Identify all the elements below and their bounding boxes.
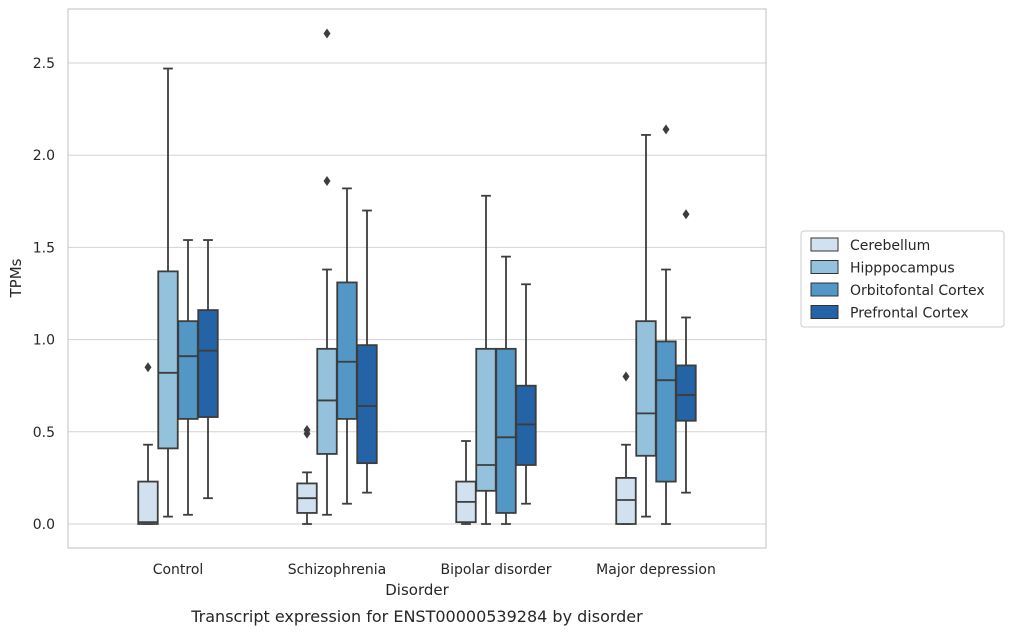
iqr-box [655, 340, 677, 483]
iqr-box [675, 364, 697, 422]
box-orbitofontal-cortex [336, 187, 358, 505]
outlier-point [682, 209, 690, 220]
y-tick-label: 2.0 [33, 148, 55, 164]
y-tick-label: 0.5 [33, 425, 55, 441]
x-axis-ticks: Control Schizophrenia Bipolar disorder Majo… [153, 562, 716, 578]
iqr-box [495, 347, 517, 514]
box-prefrontal-cortex [675, 209, 697, 494]
iqr-box [157, 270, 179, 450]
outlier-point [144, 362, 152, 373]
iqr-box [356, 344, 378, 465]
iqr-box [515, 384, 537, 466]
legend-label: Hipppocampus [850, 261, 955, 277]
plot-frame [67, 8, 767, 549]
box-cerebellum [296, 424, 318, 525]
box-prefrontal-cortex [515, 283, 537, 505]
outlier-point [323, 28, 331, 39]
box-cerebellum [615, 371, 637, 525]
legend-swatch [810, 260, 839, 274]
x-tick-label: Bipolar disorder [440, 562, 551, 578]
box-prefrontal-cortex [197, 239, 219, 500]
x-tick-label: Control [153, 562, 204, 578]
box-hipppocampus [157, 67, 179, 518]
legend-frame [800, 230, 1005, 328]
y-tick-label: 0.0 [33, 517, 55, 533]
iqr-box [635, 320, 657, 457]
box-orbitofontal-cortex [655, 124, 677, 525]
iqr-box [615, 476, 637, 525]
x-tick-label: Major depression [596, 562, 716, 578]
box-orbitofontal-cortex [495, 255, 517, 525]
iqr-box [137, 480, 159, 525]
y-axis-title: TPMs [7, 258, 25, 298]
chart-caption: Transcript expression for ENST0000053928… [190, 607, 643, 626]
iqr-box [197, 309, 219, 418]
iqr-box [336, 281, 358, 420]
legend-swatch [810, 282, 839, 297]
box-hipppocampus [475, 194, 497, 525]
x-axis-title: Disorder [385, 581, 449, 599]
x-tick-label: Schizophrenia [288, 562, 386, 578]
y-tick-label: 1.0 [33, 333, 55, 349]
iqr-box [316, 347, 338, 455]
outlier-point [323, 176, 331, 187]
box-hipppocampus [316, 28, 338, 516]
legend-swatch [810, 237, 839, 252]
box-series [137, 28, 697, 525]
iqr-box [475, 347, 497, 492]
legend-label: Cerebellum [850, 238, 930, 254]
legend-label: Orbitofontal Cortex [850, 283, 985, 299]
box-hipppocampus [635, 134, 657, 518]
y-tick-label: 2.5 [33, 56, 55, 72]
legend-label: Prefrontal Cortex [850, 306, 969, 322]
y-axis-ticks: 0.0 0.5 1.0 1.5 2.0 2.5 [33, 56, 55, 533]
box-prefrontal-cortex [356, 209, 378, 494]
legend: Cerebellum Hipppocampus Orbitofontal Corte… [800, 230, 1005, 328]
legend-swatch [810, 305, 839, 319]
outlier-point [303, 424, 311, 435]
iqr-box [177, 320, 199, 420]
y-tick-label: 1.5 [33, 240, 55, 256]
outlier-point [622, 371, 630, 382]
outlier-point [662, 124, 670, 135]
box-orbitofontal-cortex [177, 239, 199, 516]
box-cerebellum [137, 362, 159, 525]
box-cerebellum [455, 440, 477, 525]
